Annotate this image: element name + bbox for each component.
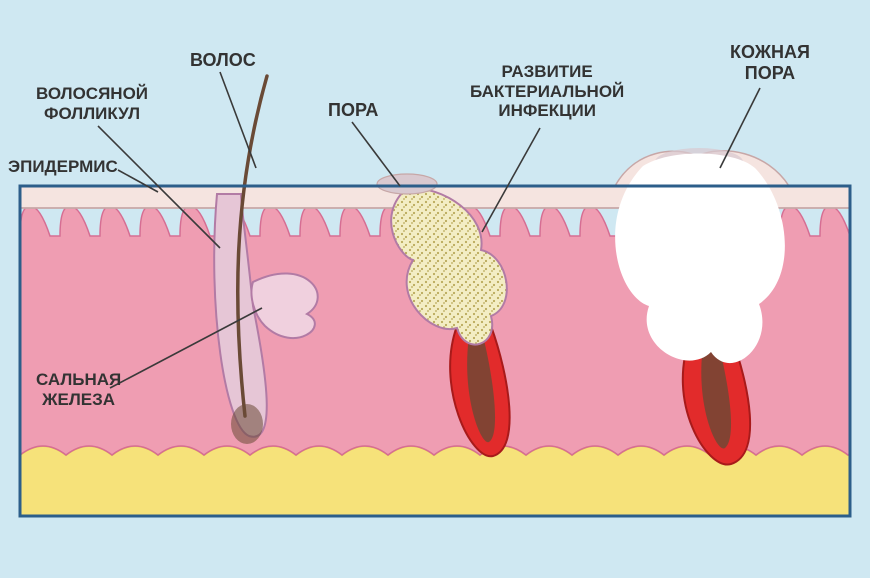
label-epidermis: ЭПИДЕРМИС [8, 157, 118, 177]
label-follicle: ВОЛОСЯНОЙ ФОЛЛИКУЛ [36, 84, 148, 123]
label-hair: ВОЛОС [190, 50, 256, 71]
label-gland: САЛЬНАЯ ЖЕЛЕЗА [36, 370, 121, 409]
label-skinpore: КОЖНАЯ ПОРА [730, 42, 810, 83]
diagram-stage: ВОЛОСЯНОЙ ФОЛЛИКУЛ ВОЛОС ЭПИДЕРМИС ПОРА … [0, 0, 870, 578]
label-pore: ПОРА [328, 100, 378, 121]
label-infection: РАЗВИТИЕ БАКТЕРИАЛЬНОЙ ИНФЕКЦИИ [470, 62, 624, 121]
